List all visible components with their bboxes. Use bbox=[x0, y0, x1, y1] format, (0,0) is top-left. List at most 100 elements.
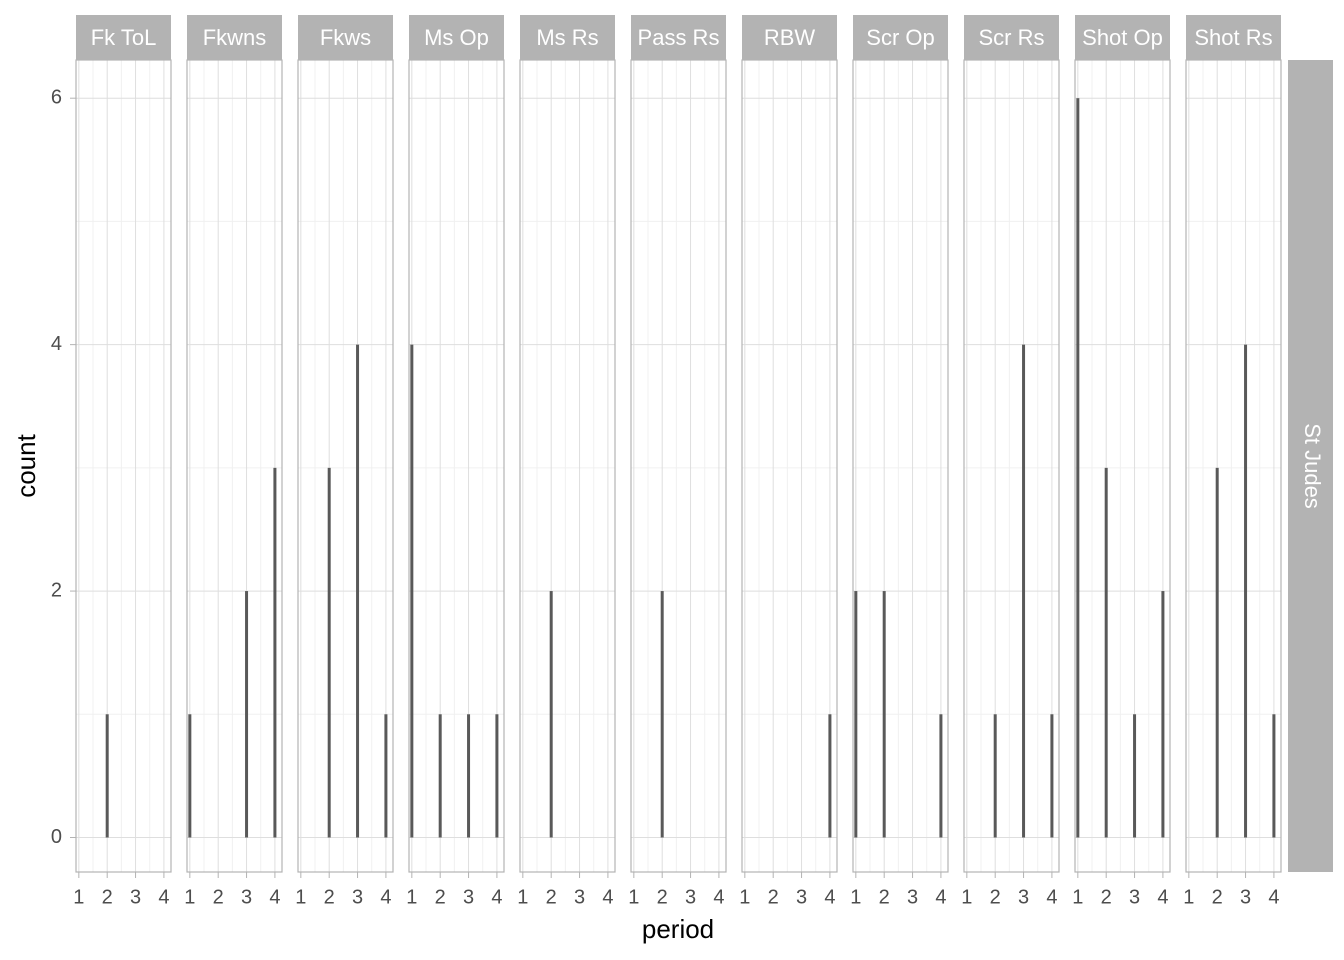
bar bbox=[1161, 591, 1165, 838]
x-tick-label: 4 bbox=[380, 886, 391, 908]
strip bbox=[1186, 15, 1281, 60]
row-strip-label: St Judes bbox=[1300, 423, 1325, 509]
panel-border bbox=[963, 59, 1060, 873]
bar bbox=[1050, 714, 1054, 838]
x-tick-label: 1 bbox=[517, 886, 528, 908]
bar bbox=[327, 467, 331, 838]
bar bbox=[882, 591, 886, 838]
x-tick-label: 3 bbox=[130, 886, 141, 908]
strip bbox=[742, 15, 837, 60]
y-tick-label: 0 bbox=[51, 826, 62, 848]
bar bbox=[410, 344, 414, 838]
panel-border bbox=[1074, 59, 1171, 873]
x-tick-label: 4 bbox=[713, 886, 724, 908]
strip bbox=[964, 15, 1059, 60]
bar bbox=[1076, 98, 1080, 838]
panel-border bbox=[519, 59, 616, 873]
x-tick-label: 2 bbox=[546, 886, 557, 908]
x-tick-label: 3 bbox=[463, 886, 474, 908]
y-tick-label: 2 bbox=[51, 579, 62, 601]
x-tick-label: 2 bbox=[1101, 886, 1112, 908]
x-tick-label: 2 bbox=[768, 886, 779, 908]
x-tick-label: 4 bbox=[491, 886, 502, 908]
panel-border bbox=[75, 59, 172, 873]
x-tick-label: 1 bbox=[1072, 886, 1083, 908]
strip bbox=[76, 15, 171, 60]
bar bbox=[105, 714, 109, 838]
bar bbox=[245, 591, 249, 838]
panel-border bbox=[630, 59, 727, 873]
x-tick-label: 3 bbox=[1129, 886, 1140, 908]
x-tick-label: 4 bbox=[269, 886, 280, 908]
x-tick-label: 4 bbox=[1157, 886, 1168, 908]
x-tick-label: 1 bbox=[961, 886, 972, 908]
strip-label: Scr Op bbox=[866, 25, 934, 50]
x-tick-label: 1 bbox=[406, 886, 417, 908]
x-tick-label: 3 bbox=[1240, 886, 1251, 908]
y-tick-label: 4 bbox=[51, 333, 62, 355]
bar bbox=[273, 467, 277, 838]
bar bbox=[1272, 714, 1276, 838]
bar bbox=[854, 591, 858, 838]
strip bbox=[1075, 15, 1170, 60]
bar bbox=[384, 714, 388, 838]
strip bbox=[853, 15, 948, 60]
panel-border bbox=[297, 59, 394, 873]
x-tick-label: 2 bbox=[213, 886, 224, 908]
bar bbox=[660, 591, 664, 838]
row-strip bbox=[1288, 60, 1333, 872]
x-tick-label: 2 bbox=[324, 886, 335, 908]
bar bbox=[549, 591, 553, 838]
x-tick-label: 1 bbox=[295, 886, 306, 908]
strip-label: Fk ToL bbox=[91, 25, 157, 50]
panel-border bbox=[852, 59, 949, 873]
strip bbox=[520, 15, 615, 60]
x-tick-label: 3 bbox=[574, 886, 585, 908]
x-tick-label: 1 bbox=[628, 886, 639, 908]
strip-label: Ms Rs bbox=[536, 25, 598, 50]
x-tick-label: 1 bbox=[1183, 886, 1194, 908]
bar bbox=[993, 714, 997, 838]
x-tick-label: 1 bbox=[73, 886, 84, 908]
strip bbox=[631, 15, 726, 60]
x-tick-label: 1 bbox=[739, 886, 750, 908]
bar bbox=[467, 714, 471, 838]
bar bbox=[188, 714, 192, 838]
strip bbox=[409, 15, 504, 60]
x-tick-label: 2 bbox=[657, 886, 668, 908]
x-tick-label: 3 bbox=[1018, 886, 1029, 908]
y-tick-label: 6 bbox=[51, 86, 62, 108]
x-tick-label: 2 bbox=[990, 886, 1001, 908]
x-tick-label: 1 bbox=[850, 886, 861, 908]
x-tick-label: 3 bbox=[907, 886, 918, 908]
bar bbox=[438, 714, 442, 838]
x-tick-label: 3 bbox=[685, 886, 696, 908]
x-tick-label: 3 bbox=[241, 886, 252, 908]
x-tick-label: 4 bbox=[935, 886, 946, 908]
strip-label: Ms Op bbox=[424, 25, 489, 50]
strip-label: Shot Op bbox=[1082, 25, 1163, 50]
panel-border bbox=[741, 59, 838, 873]
strip-label: Fkwns bbox=[203, 25, 267, 50]
panel-border bbox=[1185, 59, 1282, 873]
strip-label: Scr Rs bbox=[979, 25, 1045, 50]
strip bbox=[187, 15, 282, 60]
bar bbox=[939, 714, 943, 838]
x-tick-label: 2 bbox=[102, 886, 113, 908]
x-tick-label: 4 bbox=[602, 886, 613, 908]
y-axis-label: count bbox=[11, 433, 41, 497]
bar bbox=[1215, 467, 1219, 838]
bar bbox=[828, 714, 832, 838]
x-axis-label: period bbox=[642, 914, 714, 944]
x-tick-label: 3 bbox=[352, 886, 363, 908]
x-tick-label: 4 bbox=[824, 886, 835, 908]
x-tick-label: 2 bbox=[879, 886, 890, 908]
x-tick-label: 4 bbox=[158, 886, 169, 908]
bar bbox=[495, 714, 499, 838]
x-tick-label: 1 bbox=[184, 886, 195, 908]
bar bbox=[1022, 344, 1026, 838]
panel-border bbox=[186, 59, 283, 873]
bar bbox=[1133, 714, 1137, 838]
x-tick-label: 2 bbox=[1212, 886, 1223, 908]
